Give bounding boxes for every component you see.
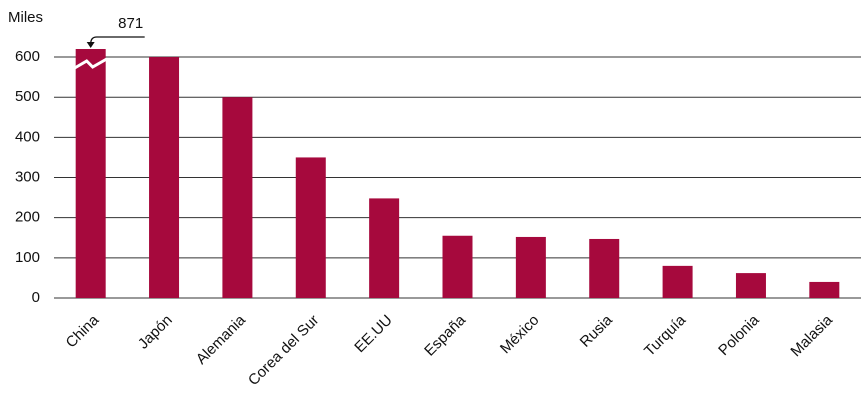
x-tick-label: España (421, 311, 469, 359)
x-tick-label: Japón (135, 312, 176, 353)
bar (589, 238, 620, 298)
value-label: 871 (118, 15, 143, 32)
x-tick-label: Polonia (715, 311, 763, 359)
axis-break (73, 57, 108, 70)
bar (149, 57, 180, 298)
bar (222, 97, 253, 299)
y-tick-label: 400 (15, 128, 40, 145)
y-tick-label: 500 (15, 88, 40, 105)
y-tick-label: 100 (15, 249, 40, 266)
x-tick-label: Rusia (577, 311, 617, 351)
x-tick-label: EE.UU (351, 312, 395, 356)
x-tick-label: China (63, 311, 103, 351)
bar (809, 281, 840, 298)
bar (515, 236, 546, 298)
x-tick-label: Malasia (787, 311, 836, 360)
bar (75, 49, 106, 298)
x-tick-label: México (497, 312, 543, 358)
x-tick-label: Alemania (193, 311, 250, 368)
annotation-arrow (90, 36, 145, 45)
bar (369, 198, 400, 298)
x-tick-label: Corea del Sur (245, 312, 322, 389)
bar (662, 265, 693, 298)
bar (442, 235, 473, 298)
y-tick-label: 300 (15, 168, 40, 185)
x-tick-label: Turquía (641, 311, 690, 360)
y-tick-label: 600 (15, 48, 40, 65)
bar (295, 157, 326, 298)
y-tick-label: 0 (32, 289, 40, 306)
y-axis-label: Miles (8, 9, 43, 26)
arrow-head (86, 42, 95, 48)
y-tick-label: 200 (15, 209, 40, 226)
bar (735, 273, 766, 298)
